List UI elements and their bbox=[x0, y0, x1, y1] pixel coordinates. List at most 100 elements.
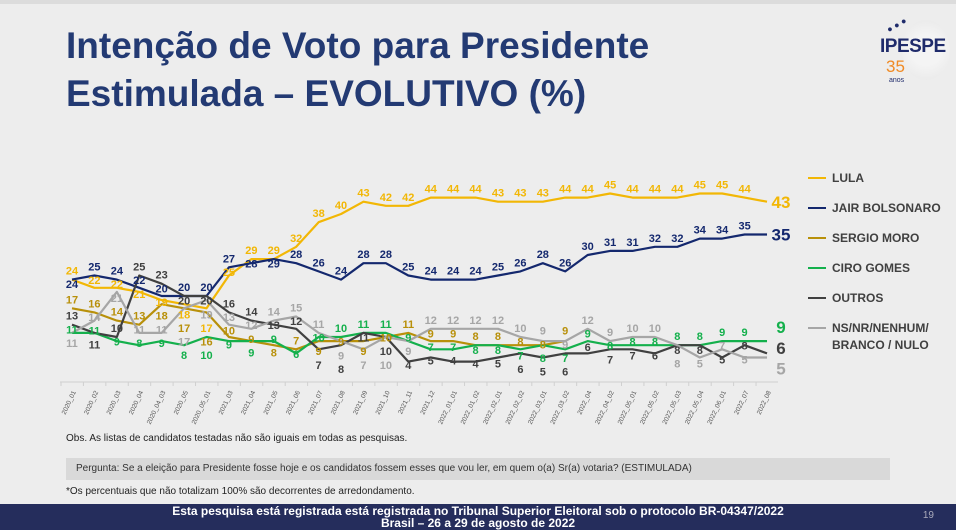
data-label: 28 bbox=[245, 259, 257, 271]
x-tick-label: 2022_05_03 bbox=[662, 390, 684, 426]
x-tick-label: 2021_03 bbox=[218, 390, 235, 416]
data-label: 6 bbox=[562, 367, 568, 379]
data-label: 9 bbox=[316, 346, 322, 358]
data-label: 8 bbox=[540, 353, 546, 365]
data-label: 16 bbox=[88, 298, 100, 310]
data-label: 44 bbox=[447, 184, 460, 196]
page-number: 19 bbox=[922, 510, 934, 521]
data-label: 45 bbox=[694, 179, 706, 191]
data-label: 7 bbox=[607, 354, 613, 366]
x-tick-label: 2022_05_04 bbox=[684, 390, 706, 426]
footer: Esta pesquisa está registrada está regis… bbox=[0, 504, 956, 530]
data-label: 8 bbox=[495, 331, 501, 343]
x-tick-label: 2022_08 bbox=[756, 390, 773, 416]
data-label: 42 bbox=[380, 192, 392, 204]
data-label: 28 bbox=[357, 249, 369, 261]
logo-globe-icon bbox=[902, 20, 950, 80]
data-label: 10 bbox=[514, 323, 526, 335]
data-label: 43 bbox=[514, 188, 526, 200]
data-label: 11 bbox=[156, 324, 168, 336]
x-tick-label: 2022_01_02 bbox=[460, 390, 482, 426]
data-label: 9 bbox=[450, 328, 456, 340]
data-label: 9 bbox=[562, 339, 568, 351]
x-tick-label: 2022_02_02 bbox=[505, 390, 527, 426]
data-label: 25 bbox=[88, 261, 100, 273]
line-chart: 2020_01 2020_02 2020_03 2020_04 2020_04_03 20… bbox=[60, 179, 790, 426]
data-label: 24 bbox=[66, 266, 79, 278]
data-label: 13 bbox=[133, 311, 145, 323]
data-label: 5 bbox=[742, 354, 748, 366]
data-label: 8 bbox=[472, 345, 478, 357]
data-label: 8 bbox=[697, 345, 703, 357]
data-label: 22 bbox=[111, 279, 123, 291]
data-label: 44 bbox=[626, 184, 639, 196]
question-box: Pergunta: Se a eleição para Presidente f… bbox=[66, 458, 890, 480]
data-label: 44 bbox=[738, 184, 751, 196]
legend-item: CIRO GOMES bbox=[808, 260, 941, 290]
data-label: 10 bbox=[380, 360, 392, 372]
x-tick-label: 2022_04_02 bbox=[594, 390, 616, 426]
data-label: 12 bbox=[447, 315, 459, 327]
data-label: 44 bbox=[425, 184, 438, 196]
data-label: 11 bbox=[89, 326, 101, 338]
data-label: 6 bbox=[776, 339, 785, 358]
x-tick-label: 2021_05 bbox=[263, 390, 280, 416]
data-label: 8 bbox=[136, 338, 142, 350]
data-label: 14 bbox=[88, 312, 101, 324]
x-tick-label: 2022_03_01 bbox=[527, 390, 549, 426]
legend-label: OUTROS bbox=[832, 291, 884, 305]
data-label: 17 bbox=[178, 323, 190, 335]
data-label: 9 bbox=[338, 350, 344, 362]
footer-date: Brasil – 26 a 29 de agosto de 2022 bbox=[380, 516, 576, 530]
data-label: 24 bbox=[66, 279, 79, 291]
data-label: 5 bbox=[428, 356, 434, 368]
data-label: 8 bbox=[652, 337, 658, 349]
data-label: 17 bbox=[200, 323, 212, 335]
data-label: 29 bbox=[268, 245, 280, 257]
data-label: 18 bbox=[178, 309, 190, 321]
x-tick-label: 2022_03_02 bbox=[549, 390, 571, 426]
data-label: 38 bbox=[312, 208, 324, 220]
data-label: 9 bbox=[585, 328, 591, 340]
legend-label: JAIR BOLSONARO bbox=[832, 201, 941, 215]
x-tick-label: 2022_01_01 bbox=[437, 390, 459, 426]
x-tick-label: 2021_04 bbox=[240, 390, 257, 416]
data-label: 11 bbox=[66, 338, 78, 350]
data-label: 14 bbox=[245, 307, 258, 319]
data-label: 26 bbox=[514, 257, 526, 269]
x-tick-label: 2021_06 bbox=[285, 390, 302, 416]
data-label: 31 bbox=[604, 237, 616, 249]
data-label: 28 bbox=[290, 249, 302, 261]
data-label: 5 bbox=[540, 367, 546, 379]
data-label: 30 bbox=[582, 241, 594, 253]
data-label: 6 bbox=[585, 342, 591, 354]
rounding-note: *Os percentuais que não totalizam 100% s… bbox=[66, 486, 415, 497]
legend-item: OUTROS bbox=[808, 290, 941, 320]
legend-swatch bbox=[808, 267, 826, 269]
data-label: 24 bbox=[469, 266, 482, 278]
data-label: 43 bbox=[537, 188, 549, 200]
data-label: 45 bbox=[604, 179, 616, 191]
data-label: 23 bbox=[156, 270, 168, 282]
data-label: 10 bbox=[335, 323, 347, 335]
data-label: 34 bbox=[716, 225, 729, 237]
data-label: 9 bbox=[271, 334, 277, 346]
data-label: 5 bbox=[495, 358, 501, 370]
top-border bbox=[0, 0, 956, 4]
data-label: 9 bbox=[607, 327, 613, 339]
logo-dots-icon: ● ● ● bbox=[884, 15, 909, 35]
data-label: 31 bbox=[626, 237, 638, 249]
x-tick-label: 2022_07 bbox=[733, 390, 750, 416]
legend-label: CIRO GOMES bbox=[832, 261, 911, 275]
data-label: 9 bbox=[338, 337, 344, 349]
legend-swatch bbox=[808, 327, 826, 329]
data-label: 32 bbox=[649, 233, 661, 245]
title-line-1: Intenção de Voto para Presidente bbox=[66, 25, 650, 66]
data-label: 7 bbox=[316, 360, 322, 372]
data-label: 10 bbox=[626, 323, 638, 335]
data-label: 32 bbox=[671, 233, 683, 245]
data-label: 8 bbox=[338, 364, 344, 376]
data-label: 8 bbox=[697, 331, 703, 343]
observation-text: Obs. As listas de candidatos testadas nã… bbox=[66, 433, 408, 444]
legend-label: SERGIO MORO bbox=[832, 231, 920, 245]
